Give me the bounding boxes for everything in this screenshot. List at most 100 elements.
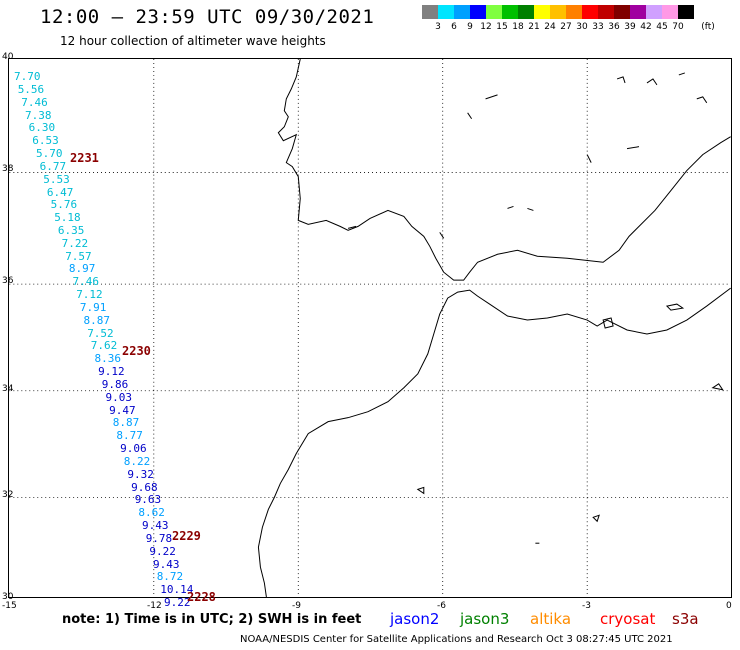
wave-height-value: 8.77 bbox=[116, 429, 143, 443]
wave-height-value: 9.68 bbox=[131, 480, 158, 494]
wave-height-value: 8.87 bbox=[83, 313, 111, 327]
latitude-label: 40 bbox=[2, 52, 14, 62]
wave-height-value: 7.38 bbox=[25, 108, 52, 122]
wave-height-value: 8.22 bbox=[123, 454, 151, 468]
footer-credit: NOAA/NESDIS Center for Satellite Applica… bbox=[240, 634, 673, 645]
wave-height-value: 7.46 bbox=[72, 275, 100, 289]
legend-tick-label: 3 bbox=[435, 22, 441, 32]
legend-swatch bbox=[566, 5, 582, 19]
wave-height-value: 9.32 bbox=[127, 467, 154, 481]
wave-height-value: 9.06 bbox=[120, 442, 147, 455]
longitude-label: -12 bbox=[147, 601, 162, 611]
wave-height-value: 5.76 bbox=[50, 198, 78, 212]
legend-tick-label: 24 bbox=[544, 22, 556, 32]
legend-swatch bbox=[582, 5, 598, 19]
legend-tick-label: 9 bbox=[467, 22, 473, 32]
latitude-label: 38 bbox=[2, 164, 14, 174]
wave-height-value: 6.35 bbox=[57, 224, 85, 237]
legend-tick-label: 33 bbox=[592, 22, 604, 32]
legend-swatch bbox=[422, 5, 438, 19]
map-frame bbox=[8, 58, 732, 598]
wave-height-value: 9.22 bbox=[149, 544, 176, 558]
coastline bbox=[257, 59, 731, 597]
legend-swatch bbox=[614, 5, 630, 19]
longitude-label: -15 bbox=[2, 601, 17, 611]
wave-height-value: 8.62 bbox=[138, 506, 165, 520]
legend-tick-label: 30 bbox=[576, 22, 588, 32]
legend-tick-label: 45 bbox=[656, 22, 668, 32]
longitude-label: -3 bbox=[582, 601, 591, 611]
wave-height-value: 7.52 bbox=[87, 326, 114, 340]
wave-height-value: 5.53 bbox=[43, 172, 70, 186]
wave-height-value: 7.46 bbox=[21, 95, 48, 109]
longitude-label: -6 bbox=[437, 601, 446, 611]
legend-tick-label: 21 bbox=[528, 22, 540, 32]
wave-height-value: 7.62 bbox=[90, 339, 118, 353]
legend-tick-label: 70 bbox=[672, 22, 684, 32]
legend-tick-label: 12 bbox=[480, 22, 492, 32]
latitude-label: 32 bbox=[2, 490, 14, 500]
pass-id-label: 2229 bbox=[172, 529, 201, 543]
satellite-label: jason2 bbox=[390, 610, 440, 628]
wave-height-value: 5.56 bbox=[17, 82, 45, 96]
page-title: 12:00 – 23:59 UTC 09/30/2021 bbox=[40, 6, 375, 28]
wave-height-value: 8.72 bbox=[156, 570, 184, 584]
legend-tick-label: 18 bbox=[512, 22, 524, 32]
wave-height-value: 8.87 bbox=[112, 416, 140, 430]
wave-height-value: 10.14 bbox=[160, 583, 194, 597]
wave-height-value: 5.18 bbox=[54, 211, 81, 225]
legend-swatch bbox=[662, 5, 678, 19]
wave-height-value: 6.30 bbox=[28, 121, 56, 135]
legend-swatch bbox=[502, 5, 518, 19]
color-scale-legend bbox=[422, 5, 694, 19]
wave-height-value: 9.47 bbox=[109, 403, 136, 417]
wave-height-value: 8.97 bbox=[68, 262, 96, 276]
latitude-label: 36 bbox=[2, 276, 14, 286]
legend-swatch bbox=[646, 5, 662, 19]
legend-swatch bbox=[518, 5, 534, 19]
color-scale-ticks: 3 6 9 12 15 18 21 24 27 30 33 36 39 42 45 70 (ft) bbox=[422, 22, 740, 34]
latitude-label: 30 bbox=[2, 592, 14, 602]
wave-height-value: 7.91 bbox=[79, 300, 107, 314]
wave-height-value: 6.53 bbox=[32, 134, 59, 148]
legend-tick-label: 6 bbox=[451, 22, 457, 32]
wave-height-value: 9.12 bbox=[98, 365, 125, 379]
latitude-label: 34 bbox=[2, 384, 14, 394]
wave-height-value: 6.77 bbox=[39, 159, 67, 173]
wave-height-value: 7.57 bbox=[65, 249, 92, 263]
legend-swatch bbox=[486, 5, 502, 19]
wave-height-value: 9.03 bbox=[105, 390, 133, 404]
legend-tick-label: 39 bbox=[624, 22, 636, 32]
footer-note: note: 1) Time is in UTC; 2) SWH is in fe… bbox=[62, 612, 362, 627]
legend-swatch bbox=[438, 5, 454, 19]
legend-tick-label: 42 bbox=[640, 22, 652, 32]
pass-id-label: 2231 bbox=[70, 151, 99, 165]
satellite-label: s3a bbox=[672, 610, 699, 628]
wave-height-value: 9.43 bbox=[153, 557, 180, 571]
longitude-label: -9 bbox=[292, 601, 301, 611]
longitude-label: 0 bbox=[726, 601, 732, 611]
wave-height-value: 7.22 bbox=[61, 236, 89, 250]
wave-height-value: 6.47 bbox=[46, 185, 74, 199]
satellite-label: cryosat bbox=[600, 610, 656, 628]
wave-height-value: 7.12 bbox=[76, 288, 103, 302]
wave-height-value: 9.22 bbox=[164, 596, 191, 609]
legend-swatch bbox=[470, 5, 486, 19]
page-subtitle: 12 hour collection of altimeter wave hei… bbox=[60, 34, 326, 48]
wave-height-value: 9.43 bbox=[142, 519, 169, 532]
wave-height-value: 9.86 bbox=[101, 377, 129, 391]
satellite-label: altika bbox=[530, 610, 572, 628]
graticule bbox=[9, 59, 731, 597]
legend-tick-label: 36 bbox=[608, 22, 620, 32]
satellite-label: jason3 bbox=[460, 610, 510, 628]
wave-height-value: 9.78 bbox=[145, 531, 173, 545]
pass-id-label: 2228 bbox=[187, 590, 216, 604]
legend-tick-label: 27 bbox=[560, 22, 572, 32]
legend-swatch bbox=[678, 5, 694, 19]
legend-swatch bbox=[598, 5, 614, 19]
legend-tick-label: 15 bbox=[496, 22, 508, 32]
wave-height-value: 8.36 bbox=[94, 352, 122, 366]
legend-swatch bbox=[630, 5, 646, 19]
legend-swatch bbox=[534, 5, 550, 19]
